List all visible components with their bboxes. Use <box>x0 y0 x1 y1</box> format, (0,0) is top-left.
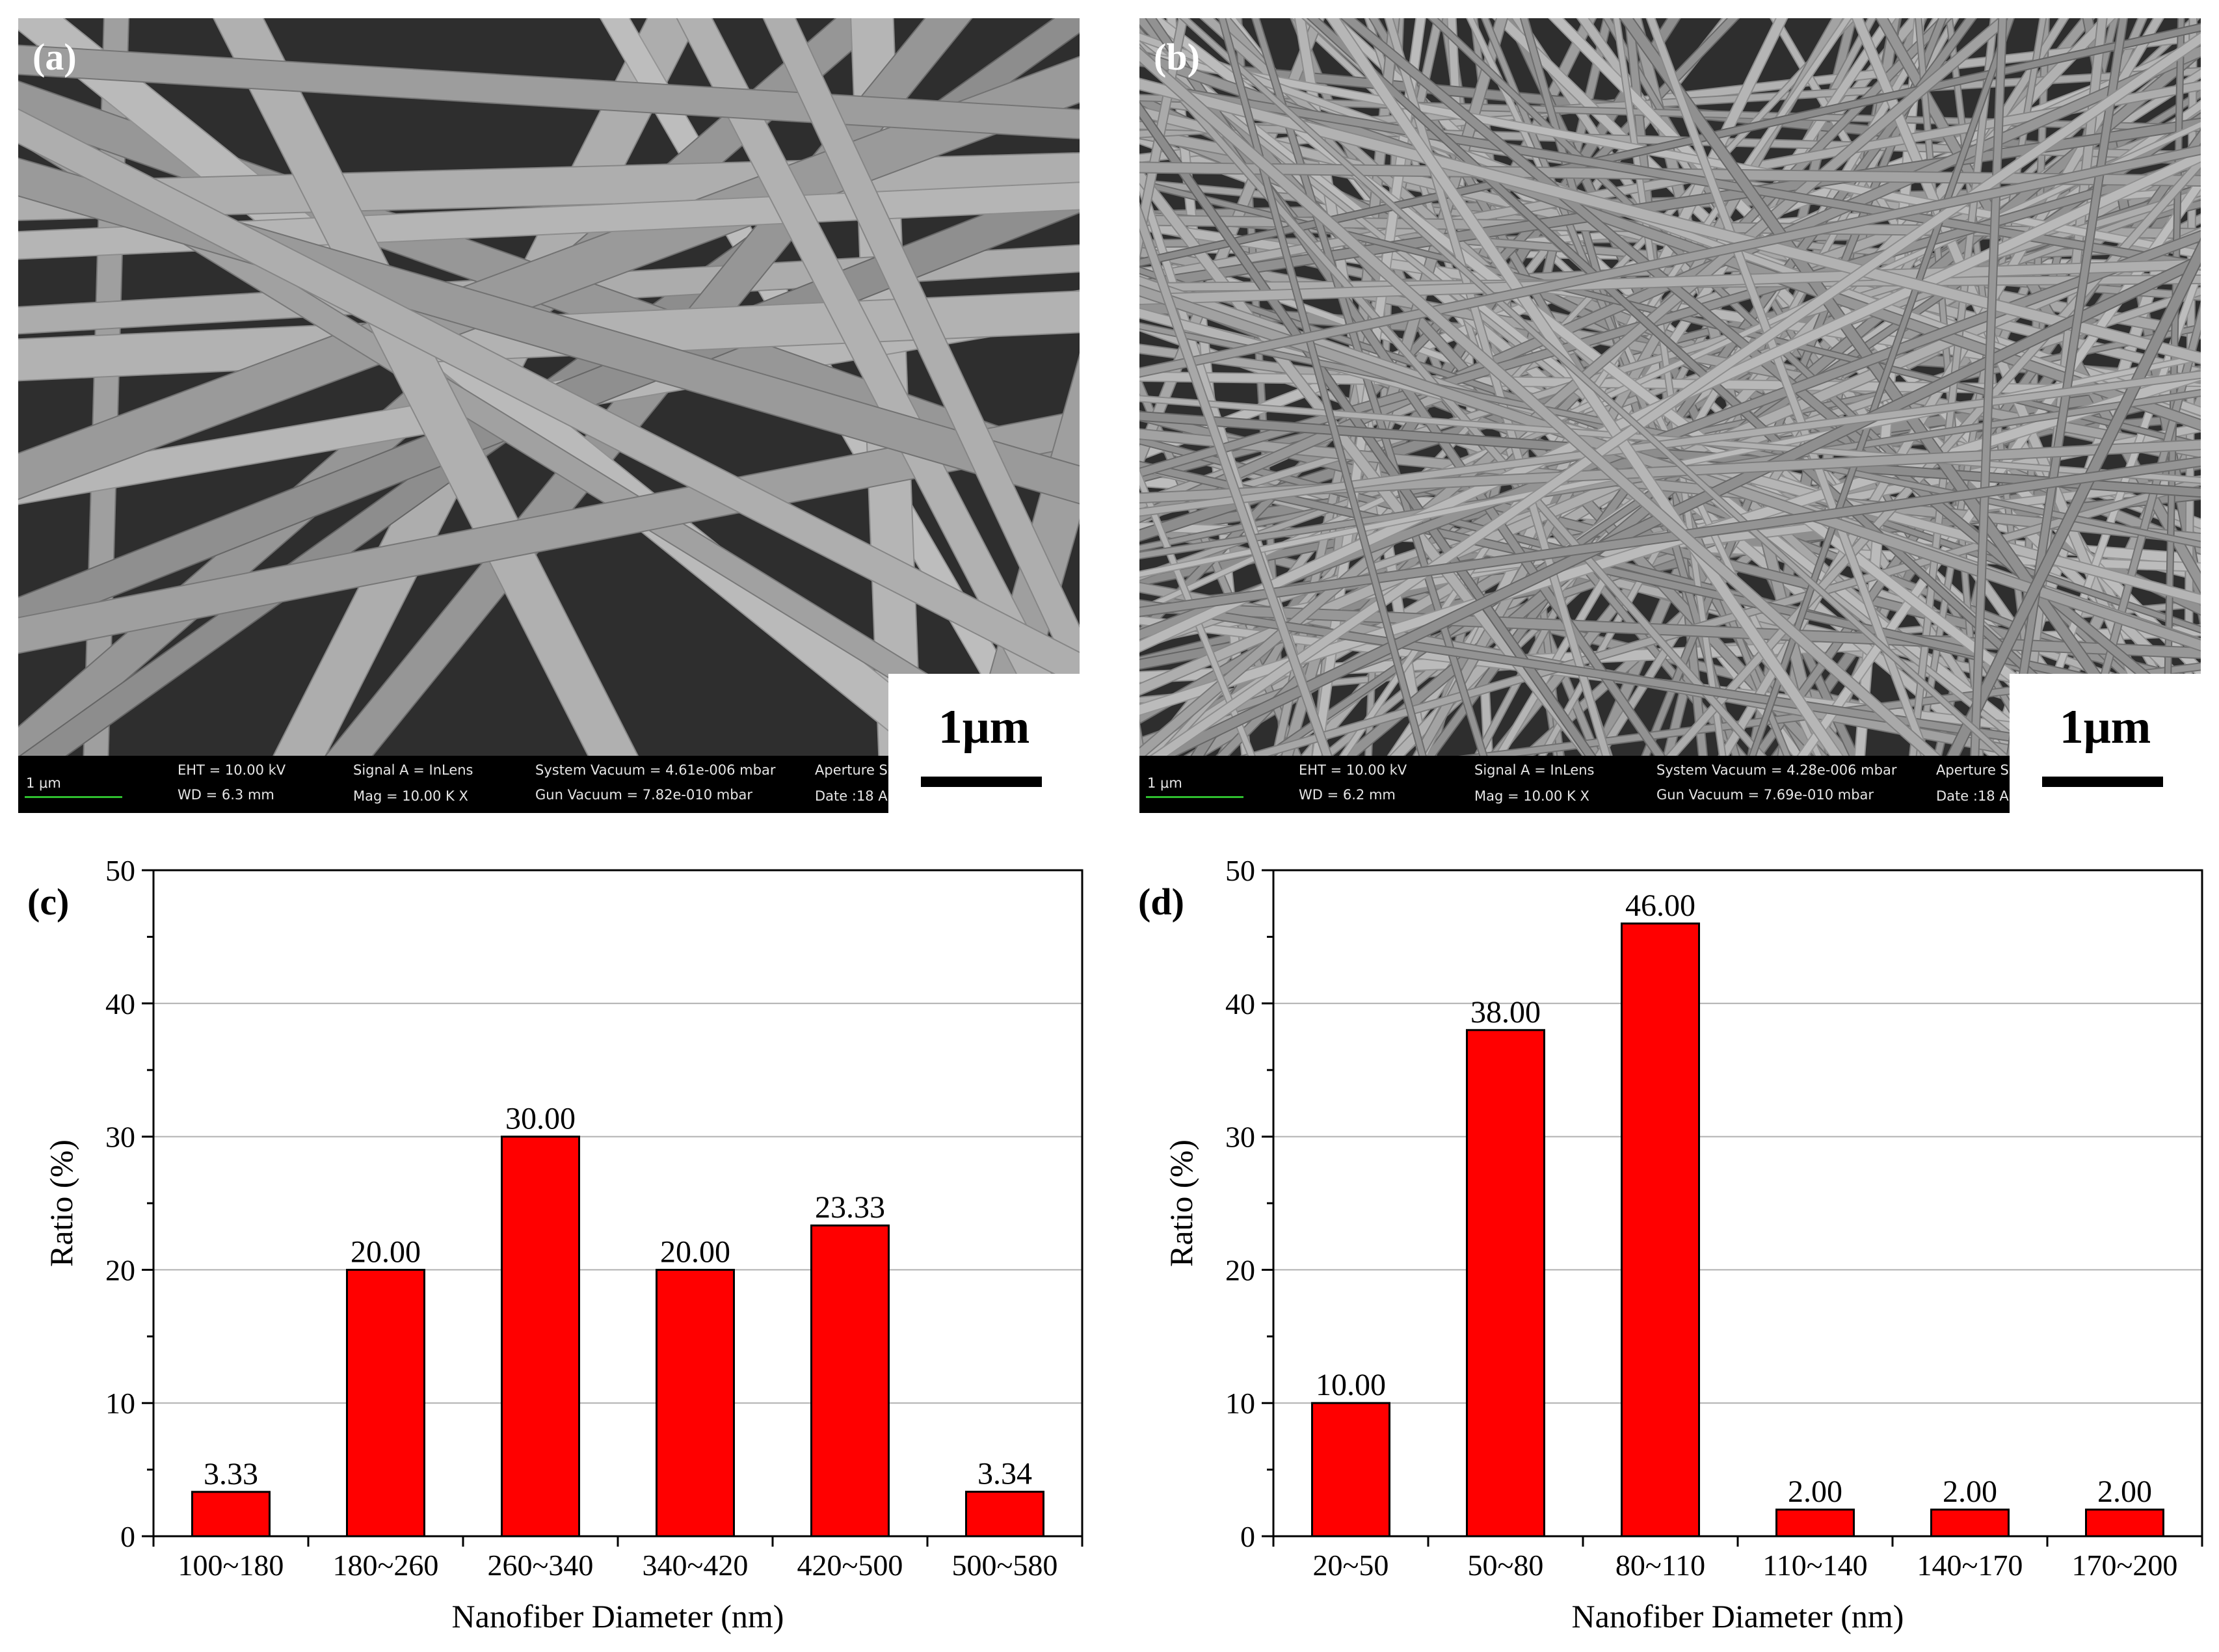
data-label: 38.00 <box>1470 995 1541 1030</box>
info-scale-small: 1 μm <box>26 775 61 791</box>
y-tick-label: 0 <box>120 1520 135 1553</box>
x-tick-label: 260~340 <box>488 1549 594 1582</box>
info-mag: Mag = 10.00 K X <box>353 788 468 804</box>
info-scale-small: 1 μm <box>1147 775 1182 791</box>
bar <box>191 1491 271 1538</box>
y-tick-label: 50 <box>105 854 135 887</box>
y-tick-label: 20 <box>1225 1253 1255 1286</box>
scale-bar-label-a: 1μm <box>938 700 1030 754</box>
data-label: 30.00 <box>505 1102 576 1136</box>
sem-image-panel-a: (a) 1 μm EHT = 10.00 kV WD = 6.3 mm Sign… <box>18 18 1080 813</box>
bar <box>1621 922 1700 1538</box>
info-gun-vacuum: Gun Vacuum = 7.82e-010 mbar <box>535 787 753 803</box>
data-label: 3.33 <box>204 1457 258 1491</box>
sem-info-bar-b: 1 μm EHT = 10.00 kV WD = 6.2 mm Signal A… <box>1139 756 2011 813</box>
panel-tag-b: (b) <box>1154 36 1200 78</box>
scale-bar-label-b: 1μm <box>2059 700 2151 754</box>
y-tick-label: 40 <box>1225 987 1255 1020</box>
bar <box>965 1491 1044 1538</box>
chart-1: 10.00 38.00 46.00 2.00 2.00 2.00 0 10 20 30 40 50 20… <box>1138 854 2203 1634</box>
bar <box>656 1268 735 1538</box>
info-signal: Signal A = InLens <box>353 762 473 778</box>
sem-fiber-image-b <box>1139 18 2201 813</box>
info-mag: Mag = 10.00 K X <box>1474 788 1589 804</box>
info-date: Date :18 A <box>815 788 888 804</box>
y-tick-label: 30 <box>105 1121 135 1154</box>
bar <box>2085 1508 2164 1538</box>
info-eht: EHT = 10.00 kV <box>1299 762 1407 778</box>
info-wd: WD = 6.3 mm <box>178 787 274 803</box>
x-tick-label: 140~170 <box>1917 1549 2023 1582</box>
x-tick-label: 110~140 <box>1762 1549 1867 1582</box>
data-label: 2.00 <box>2097 1474 2152 1509</box>
plot-frame <box>152 869 1083 1538</box>
x-tick-label: 180~260 <box>333 1549 439 1582</box>
bar <box>346 1268 425 1538</box>
x-tick-label: 500~580 <box>952 1549 1058 1582</box>
data-label: 46.00 <box>1625 888 1695 923</box>
y-tick-label: 30 <box>1225 1121 1255 1154</box>
y-tick-label: 50 <box>1225 854 1255 887</box>
data-label: 20.00 <box>351 1234 421 1269</box>
x-tick-label: 100~180 <box>178 1549 284 1582</box>
bar <box>1466 1029 1545 1538</box>
plot-frame <box>1272 869 2203 1538</box>
data-label: 2.00 <box>1788 1474 1842 1509</box>
y-tick-label: 20 <box>105 1253 135 1286</box>
mini-scale-line <box>25 796 122 798</box>
info-signal: Signal A = InLens <box>1474 762 1595 778</box>
mini-scale-line <box>1146 796 1243 798</box>
x-tick-label: 170~200 <box>2072 1549 2178 1582</box>
panel-tag: (d) <box>1138 881 1184 923</box>
y-tick-label: 10 <box>1225 1387 1255 1420</box>
panel-tag-a: (a) <box>33 36 77 78</box>
bar <box>1311 1402 1390 1538</box>
info-aperture: Aperture S <box>815 762 888 778</box>
scale-bar-box-b: 1μm <box>2010 674 2201 813</box>
chart-0: 3.33 20.00 30.00 20.00 23.33 3.34 0 10 20 30 40 50 1… <box>27 854 1083 1634</box>
data-label: 20.00 <box>660 1234 730 1269</box>
panel-tag: (c) <box>27 881 69 923</box>
info-date: Date :18 A <box>1936 788 2009 804</box>
y-axis-label: Ratio (%) <box>1163 1139 1199 1267</box>
data-label: 23.33 <box>815 1190 885 1225</box>
bar <box>1775 1508 1855 1538</box>
y-tick-label: 0 <box>1240 1520 1255 1553</box>
x-tick-label: 340~420 <box>643 1549 749 1582</box>
y-axis-label: Ratio (%) <box>43 1139 79 1267</box>
scale-bar-box-a: 1μm <box>888 674 1080 813</box>
info-aperture: Aperture S <box>1936 762 2009 778</box>
data-label: 2.00 <box>1943 1474 1997 1509</box>
data-label: 3.34 <box>977 1457 1032 1491</box>
info-wd: WD = 6.2 mm <box>1299 787 1396 803</box>
x-tick-label: 80~110 <box>1615 1549 1705 1582</box>
info-gun-vacuum: Gun Vacuum = 7.69e-010 mbar <box>1656 787 1874 803</box>
info-system-vacuum: System Vacuum = 4.28e-006 mbar <box>1656 762 1897 778</box>
x-axis-label: Nanofiber Diameter (nm) <box>452 1598 784 1634</box>
scale-bar-b <box>2042 777 2163 787</box>
sem-info-bar-a: 1 μm EHT = 10.00 kV WD = 6.3 mm Signal A… <box>18 756 890 813</box>
scale-bar-a <box>921 777 1042 787</box>
y-tick-label: 40 <box>105 987 135 1020</box>
x-tick-label: 420~500 <box>797 1549 903 1582</box>
y-tick-label: 10 <box>105 1387 135 1420</box>
x-tick-label: 50~80 <box>1468 1549 1544 1582</box>
x-axis-label: Nanofiber Diameter (nm) <box>1572 1598 1904 1634</box>
bar <box>1930 1508 2010 1538</box>
sem-image-panel-b: (b) 1 μm EHT = 10.00 kV WD = 6.2 mm Sign… <box>1139 18 2201 813</box>
info-system-vacuum: System Vacuum = 4.61e-006 mbar <box>535 762 776 778</box>
info-eht: EHT = 10.00 kV <box>178 762 286 778</box>
data-label: 10.00 <box>1316 1368 1386 1402</box>
x-tick-label: 20~50 <box>1313 1549 1389 1582</box>
bar <box>810 1224 890 1538</box>
bar <box>501 1136 580 1538</box>
